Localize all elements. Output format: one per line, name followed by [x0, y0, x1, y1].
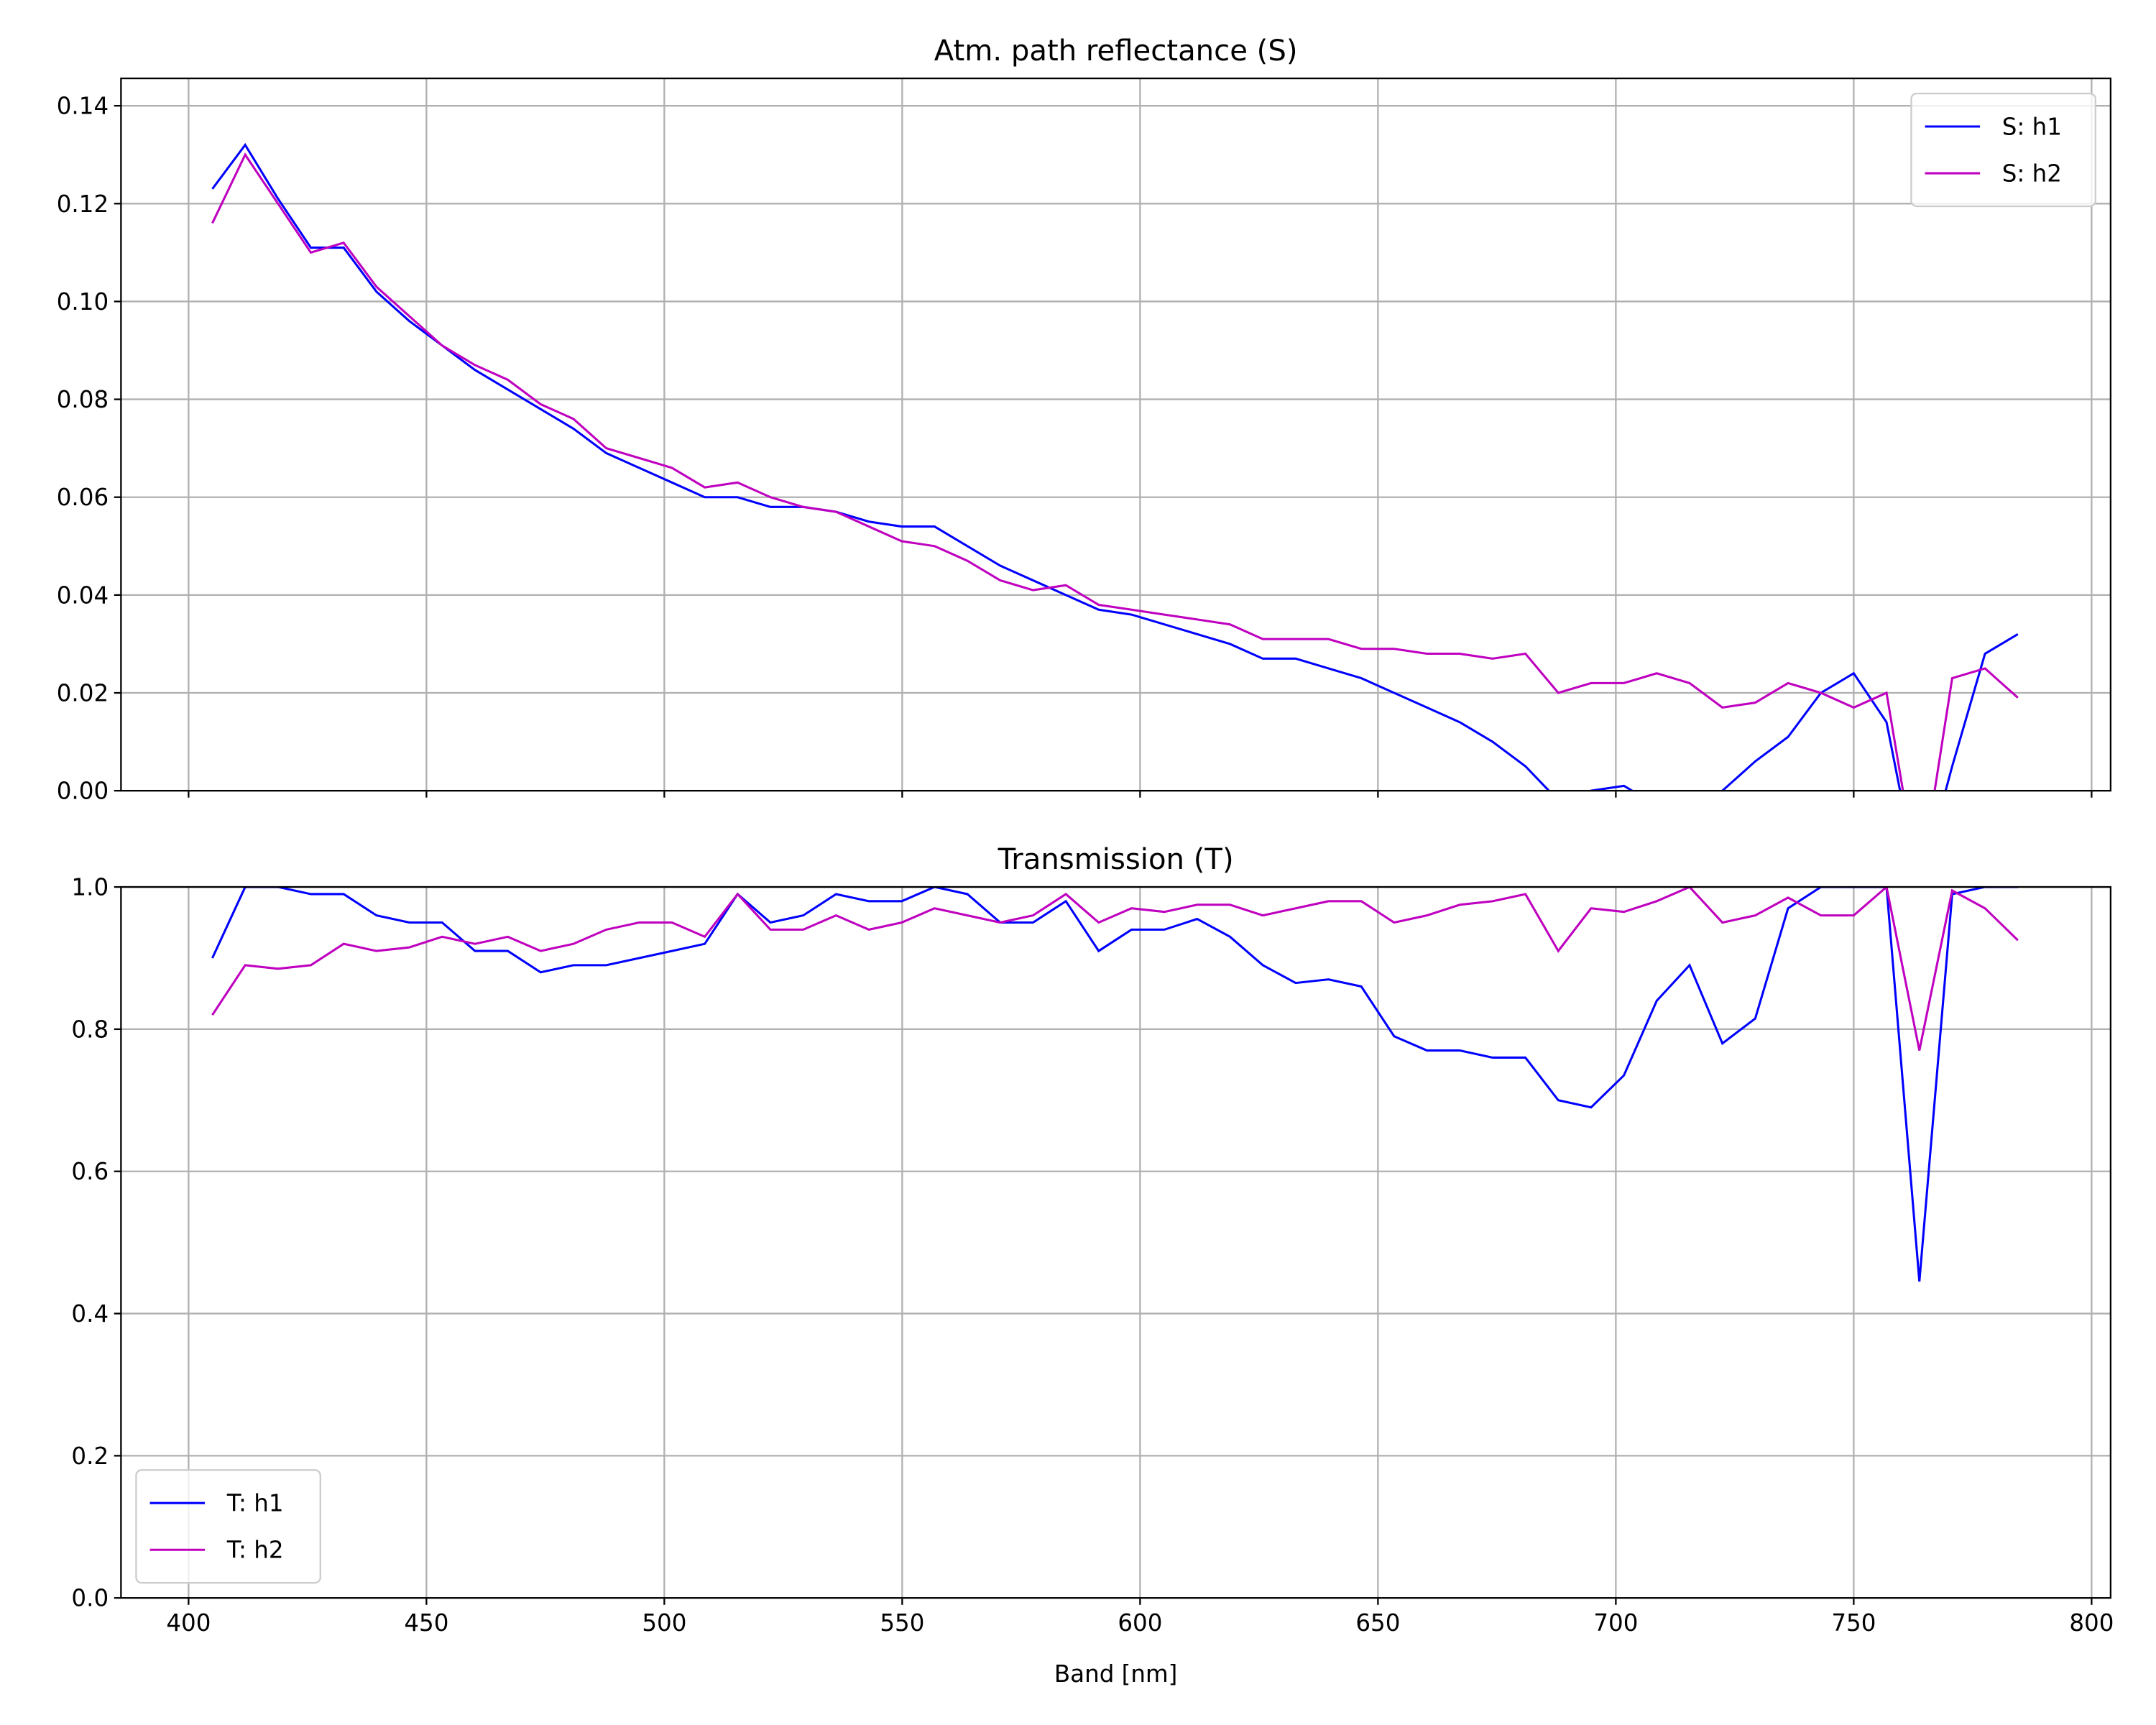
axes-frame [120, 886, 2112, 1599]
legend-label: T: h2 [226, 1537, 284, 1564]
x-tick-label: 600 [1118, 1609, 1162, 1637]
y-tick-label: 0.14 [57, 93, 109, 120]
y-tick-label: 0.2 [71, 1443, 109, 1470]
x-tick-label: 400 [166, 1609, 211, 1637]
x-tick-label: 450 [404, 1609, 448, 1637]
chart: 0.00 0.02 0.04 0.06 0.08 0.10 0.12 0.14 Atm. pat… [57, 34, 2112, 805]
y-tick-label: 0.02 [57, 679, 109, 707]
legend-label: S: h1 [2002, 114, 2062, 141]
y-tick-label: 1.0 [71, 874, 109, 901]
y-tick-label: 0.4 [71, 1300, 109, 1328]
y-tick-label: 0.10 [57, 288, 109, 316]
legend-label: S: h2 [2002, 160, 2062, 188]
y-tick-label: 0.00 [57, 778, 109, 805]
y-tick-label: 0.04 [57, 581, 109, 609]
series-line [211, 887, 2019, 1051]
x-tick-label: 500 [642, 1609, 686, 1637]
x-tick-label: 550 [880, 1609, 924, 1637]
x-tick-label: 800 [2069, 1609, 2114, 1637]
y-tick-label: 0.8 [71, 1016, 109, 1043]
series-line [211, 152, 2019, 791]
x-tick-label: 700 [1593, 1609, 1638, 1637]
series-line [211, 887, 2018, 1282]
y-tick-label: 0.12 [57, 190, 109, 218]
chart-title: Atm. path reflectance (S) [934, 34, 1298, 68]
chart: 400 450 500 550 600 650 700 750 800 0.0 0.2 0.4 0.6 0… [71, 843, 2114, 1688]
y-tick-label: 0.6 [71, 1158, 109, 1185]
x-tick-label: 650 [1355, 1609, 1400, 1637]
x-tick-label: 750 [1831, 1609, 1876, 1637]
legend-box [135, 1469, 321, 1584]
y-tick-label: 0.06 [57, 484, 109, 511]
legend-label: T: h1 [226, 1490, 284, 1517]
legend-box [1910, 92, 2096, 208]
series-line [211, 142, 2019, 791]
x-axis-label: Band [nm] [1054, 1660, 1177, 1688]
chart-title: Transmission (T) [998, 843, 1234, 876]
axes-frame [120, 77, 2112, 792]
y-tick-label: 0.08 [57, 386, 109, 413]
y-tick-label: 0.0 [71, 1585, 109, 1612]
